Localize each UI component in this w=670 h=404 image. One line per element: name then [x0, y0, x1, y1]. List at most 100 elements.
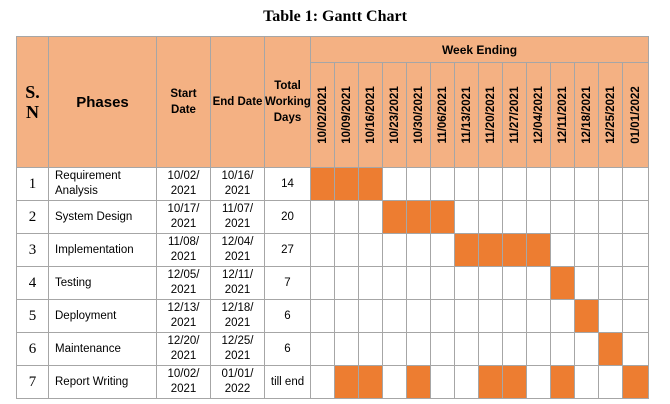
gantt-empty-cell: [598, 233, 623, 267]
gantt-empty-cell: [454, 299, 479, 333]
end-date: 12/04/ 2021: [210, 233, 265, 267]
week-label: 10/30/2021: [412, 86, 425, 144]
gantt-bar-cell: [358, 167, 383, 201]
gantt-table: S. N Phases Start Date End Date Total Wo…: [16, 36, 649, 399]
week-header: 01/01/2022: [622, 62, 649, 168]
gantt-empty-cell: [454, 200, 479, 234]
working-days: 14: [264, 167, 311, 201]
start-date: 12/20/ 2021: [156, 332, 211, 366]
gantt-empty-cell: [382, 365, 407, 399]
gantt-empty-cell: [310, 332, 335, 366]
gantt-empty-cell: [430, 233, 455, 267]
working-days: 7: [264, 266, 311, 300]
end-date: 12/18/ 2021: [210, 299, 265, 333]
gantt-empty-cell: [502, 200, 527, 234]
gantt-empty-cell: [406, 167, 431, 201]
gantt-bar-cell: [382, 200, 407, 234]
week-header: 10/23/2021: [382, 62, 407, 168]
gantt-empty-cell: [526, 266, 551, 300]
gantt-empty-cell: [382, 167, 407, 201]
gantt-empty-cell: [622, 167, 649, 201]
table-row: 4 Testing 12/05/ 2021 12/11/ 2021 7: [16, 266, 649, 300]
week-label: 12/04/2021: [532, 86, 545, 144]
gantt-empty-cell: [358, 233, 383, 267]
gantt-empty-cell: [406, 266, 431, 300]
table-title: Table 1: Gantt Chart: [263, 8, 407, 25]
gantt-empty-cell: [550, 167, 575, 201]
gantt-empty-cell: [598, 365, 623, 399]
gantt-empty-cell: [382, 332, 407, 366]
gantt-empty-cell: [526, 200, 551, 234]
gantt-empty-cell: [502, 167, 527, 201]
working-days: 20: [264, 200, 311, 234]
gantt-empty-cell: [430, 365, 455, 399]
week-header: 11/27/2021: [502, 62, 527, 168]
gantt-empty-cell: [310, 266, 335, 300]
sn-header: S. N: [16, 36, 49, 168]
gantt-empty-cell: [574, 233, 599, 267]
gantt-empty-cell: [334, 200, 359, 234]
table-row: 2 System Design 10/17/ 2021 11/07/ 2021 20: [16, 200, 649, 234]
week-label: 10/23/2021: [388, 86, 401, 144]
week-header: 11/20/2021: [478, 62, 503, 168]
gantt-bar-cell: [406, 200, 431, 234]
week-label: 12/18/2021: [580, 86, 593, 144]
gantt-empty-cell: [550, 200, 575, 234]
gantt-bar-cell: [502, 365, 527, 399]
week-label: 11/06/2021: [436, 86, 449, 144]
gantt-empty-cell: [598, 200, 623, 234]
week-header: 11/06/2021: [430, 62, 455, 168]
working-days: 6: [264, 299, 311, 333]
end-date-header: End Date: [210, 36, 265, 168]
gantt-empty-cell: [574, 332, 599, 366]
row-number: 2: [16, 200, 49, 234]
gantt-bar-cell: [310, 167, 335, 201]
gantt-empty-cell: [478, 167, 503, 201]
week-header: 10/02/2021: [310, 62, 335, 168]
gantt-bar-cell: [478, 233, 503, 267]
week-label: 10/02/2021: [316, 86, 329, 144]
gantt-empty-cell: [358, 200, 383, 234]
gantt-empty-cell: [478, 266, 503, 300]
phase-name: Testing: [48, 266, 157, 300]
end-date: 12/25/ 2021: [210, 332, 265, 366]
gantt-empty-cell: [550, 332, 575, 366]
gantt-bar-cell: [550, 365, 575, 399]
gantt-empty-cell: [382, 299, 407, 333]
week-header: 12/11/2021: [550, 62, 575, 168]
gantt-empty-cell: [430, 266, 455, 300]
week-header: 12/25/2021: [598, 62, 623, 168]
week-label: 12/11/2021: [556, 86, 569, 144]
row-number: 5: [16, 299, 49, 333]
start-date: 10/02/ 2021: [156, 167, 211, 201]
row-number: 4: [16, 266, 49, 300]
phase-name: Maintenance: [48, 332, 157, 366]
gantt-empty-cell: [310, 200, 335, 234]
gantt-empty-cell: [358, 299, 383, 333]
end-date: 01/01/ 2022: [210, 365, 265, 399]
gantt-empty-cell: [622, 233, 649, 267]
week-label: 11/13/2021: [460, 86, 473, 144]
week-header: 12/18/2021: [574, 62, 599, 168]
end-date: 10/16/ 2021: [210, 167, 265, 201]
gantt-empty-cell: [382, 266, 407, 300]
week-ending-header: Week Ending: [310, 36, 649, 63]
gantt-bar-cell: [526, 233, 551, 267]
gantt-bar-cell: [622, 365, 649, 399]
gantt-empty-cell: [430, 332, 455, 366]
week-label: 10/16/2021: [364, 86, 377, 144]
start-date: 10/17/ 2021: [156, 200, 211, 234]
gantt-empty-cell: [310, 299, 335, 333]
gantt-empty-cell: [526, 167, 551, 201]
gantt-empty-cell: [430, 299, 455, 333]
gantt-empty-cell: [406, 299, 431, 333]
week-header: 10/09/2021: [334, 62, 359, 168]
gantt-empty-cell: [574, 200, 599, 234]
gantt-bar-cell: [358, 365, 383, 399]
gantt-empty-cell: [406, 233, 431, 267]
gantt-empty-cell: [622, 332, 649, 366]
gantt-empty-cell: [454, 365, 479, 399]
gantt-bar-cell: [598, 332, 623, 366]
gantt-empty-cell: [526, 365, 551, 399]
week-header: 12/04/2021: [526, 62, 551, 168]
